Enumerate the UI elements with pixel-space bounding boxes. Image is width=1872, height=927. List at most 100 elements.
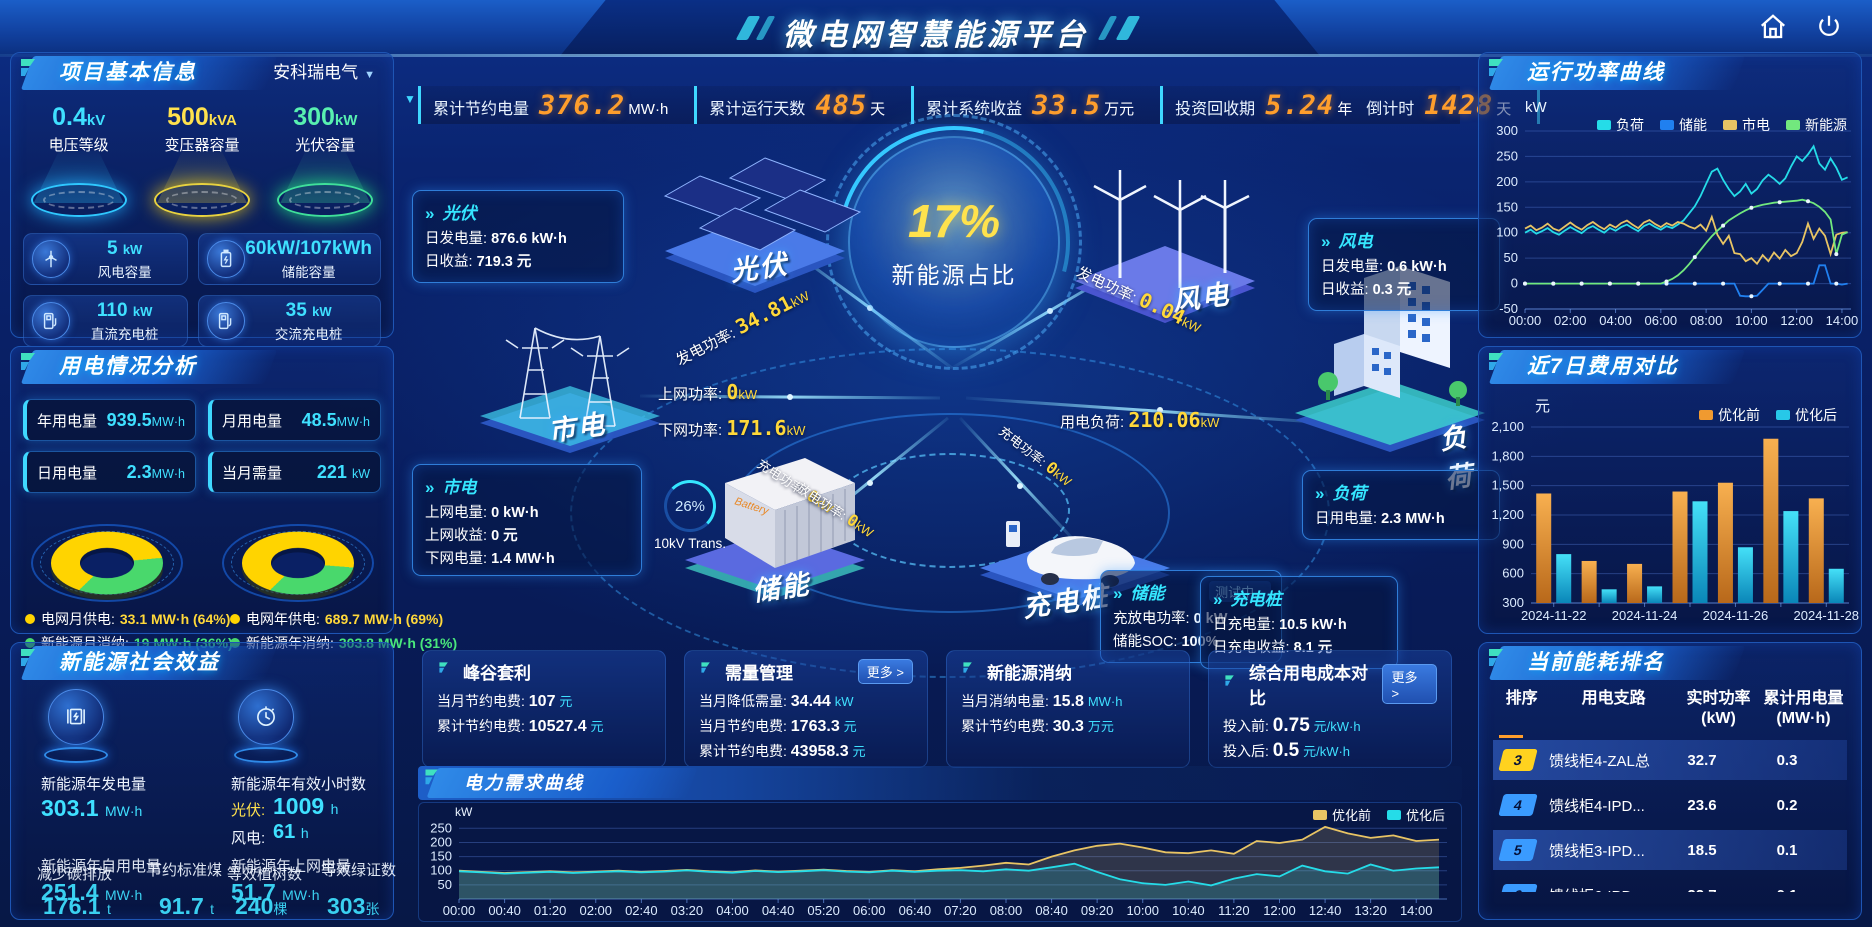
panel-corner-icon — [1485, 349, 1515, 384]
top-header: 微电网智慧能源平台 — [0, 0, 1872, 57]
arrow-icon: » — [1315, 484, 1325, 503]
svg-text:01:20: 01:20 — [534, 903, 567, 918]
pedestal-voltage: 0.4kV 电压等级 — [20, 103, 138, 221]
svg-text:12:00: 12:00 — [1780, 313, 1813, 328]
wind-hours-label: 风电: — [231, 830, 266, 847]
battery-icon — [207, 240, 246, 278]
svg-text:13:20: 13:20 — [1354, 903, 1387, 918]
donut-month-supply — [30, 501, 183, 605]
card-dc-charger: 110 kW 直流充电桩 — [23, 295, 189, 347]
storage-node-art: Battery — [685, 458, 865, 598]
svg-text:02:00: 02:00 — [579, 903, 612, 918]
svg-text:06:40: 06:40 — [899, 903, 932, 918]
svg-text:04:00: 04:00 — [716, 903, 749, 918]
svg-text:50: 50 — [438, 877, 452, 892]
svg-text:04:40: 04:40 — [762, 903, 795, 918]
svg-text:02:40: 02:40 — [625, 903, 658, 918]
svg-text:10:00: 10:00 — [1735, 313, 1768, 328]
svg-text:08:40: 08:40 — [1035, 903, 1068, 918]
svg-text:250: 250 — [430, 820, 452, 835]
svg-text:2024-11-24: 2024-11-24 — [1612, 608, 1678, 623]
svg-text:12:00: 12:00 — [1263, 903, 1296, 918]
svg-text:2024-11-28: 2024-11-28 — [1794, 608, 1859, 623]
pv-hours-value: 1009 h — [273, 793, 339, 819]
node-label-storage: 储能 — [750, 569, 813, 607]
dc-charger-icon — [32, 302, 70, 340]
panel-corner-icon — [1485, 55, 1515, 90]
svg-text:2,100: 2,100 — [1491, 419, 1524, 434]
flow-load: 用电负荷: 210.06kW — [1060, 408, 1220, 432]
panel-energy-ranking: 当前能耗排名 排序 用电支路 实时功率 (kW) 累计用电量 (MW·h) 3 馈线柜… — [1478, 642, 1862, 920]
svg-text:250: 250 — [1496, 148, 1518, 163]
svg-text:00:00: 00:00 — [1509, 313, 1542, 328]
card-corner-icon — [1223, 673, 1241, 696]
svg-text:100: 100 — [430, 863, 452, 878]
collapse-arrow-icon[interactable]: ▼ — [404, 92, 416, 106]
svg-text:08:00: 08:00 — [990, 903, 1023, 918]
panel-title: 项目基本信息 — [59, 61, 197, 84]
card-wind-capacity: 5 kW 风电容量 — [23, 233, 189, 285]
kpi-value: 33.5 — [1032, 89, 1102, 121]
page-title: 微电网智慧能源平台 — [783, 19, 1089, 52]
self-use-label: 新能源年自用电量 — [41, 858, 162, 875]
kpi-value: 5.24 — [1265, 89, 1335, 121]
company-select[interactable]: 安科瑞电气 ▼ — [273, 63, 375, 82]
demand-chart: kW 优化前 优化后 250 200 150 100 50 00:00 00:40 01:20… — [418, 802, 1462, 922]
panel-corner-icon — [17, 55, 47, 90]
panel-title: 运行功率曲线 — [1527, 61, 1665, 84]
kpi-value: 376.2 — [539, 89, 626, 121]
pv-node-art — [663, 157, 862, 293]
svg-text:03:20: 03:20 — [671, 903, 704, 918]
pedestal-pv-capacity: 300kW 光伏容量 — [266, 103, 384, 221]
grid-node-art — [480, 327, 660, 453]
panel-corner-icon — [1485, 645, 1515, 680]
card-corner-icon — [437, 660, 455, 683]
flow-from-grid: 下网功率: 171.6kW — [658, 416, 806, 440]
cost-more-button[interactable]: 更多 > — [1382, 664, 1437, 704]
panel-social-benefits: 新能源社会效益 新能源年发电量 303.1 MW·h 新能源年有效小时数 光伏:… — [10, 642, 396, 920]
panel-usage-analysis: 用电情况分析 年用电量 939.5MW·h 月用电量 48.5MW·h 日用电量 2.… — [10, 346, 457, 651]
fee-legend: 优化前 优化后 — [1699, 405, 1837, 425]
kpi-label: 累计系统收益 — [926, 100, 1023, 118]
card-corner-icon — [961, 660, 979, 683]
panel-title: 当前能耗排名 — [1527, 651, 1665, 674]
svg-text:09:20: 09:20 — [1081, 903, 1114, 918]
infobox-wind: » 风电 日发电量: 0.6 kW·h 日收益: 0.3 元 — [1308, 218, 1500, 311]
demand-y-unit: kW — [455, 805, 473, 819]
svg-text:200: 200 — [430, 834, 452, 849]
svg-text:06:00: 06:00 — [1645, 313, 1678, 328]
svg-text:11:20: 11:20 — [1218, 903, 1250, 918]
demand-chart-title: 电力需求曲线 — [464, 773, 584, 793]
demand-more-button[interactable]: 更多 > — [857, 659, 913, 684]
svg-text:1,200: 1,200 — [1491, 507, 1524, 522]
wind-node-art — [1075, 170, 1255, 323]
demand-legend: 优化前 优化后 — [1312, 805, 1445, 824]
svg-text:08:00: 08:00 — [1690, 313, 1723, 328]
coal-value: 91.7 t — [159, 893, 215, 919]
svg-text:150: 150 — [1496, 199, 1518, 214]
svg-text:-50: -50 — [1499, 301, 1518, 316]
donut-year-supply — [221, 501, 374, 605]
ranking-header: 排序 用电支路 实时功率 (kW) 累计用电量 (MW·h) — [1505, 690, 1844, 727]
home-icon[interactable] — [1758, 12, 1788, 42]
svg-text:05:20: 05:20 — [807, 903, 840, 918]
transformer-gauge: 26% 10kV Trans. — [650, 480, 730, 551]
to-grid-label: 新能源年上网电量 — [231, 858, 352, 875]
node-label-pv: 光伏 — [728, 249, 791, 287]
hours-label: 新能源年有效小时数 — [231, 776, 367, 793]
pedestal-transformer: 500kVA 变压器容量 — [143, 103, 261, 221]
certs-value: 303张 — [327, 893, 380, 919]
panel-corner-icon — [422, 766, 448, 797]
ac-charger-icon — [207, 302, 246, 340]
kpi-unit: MW·h — [628, 100, 669, 118]
chip-day-usage: 日用电量 2.3MW·h — [23, 451, 196, 493]
card-renewable-consumption: 新能源消纳 当月消纳电量: 15.8 MW·h 累计节约电费: 30.3 万元 — [946, 650, 1190, 768]
kpi-label: 投资回收期 — [1175, 100, 1256, 118]
infobox-grid: » 市电 上网电量: 0 kW·h 上网收益: 0 元 下网电量: 1.4 MW·… — [412, 464, 642, 576]
svg-text:1,500: 1,500 — [1491, 478, 1524, 493]
power-icon[interactable] — [1814, 12, 1844, 42]
chip-month-usage: 月用电量 48.5MW·h — [208, 399, 381, 441]
clock-icon — [229, 689, 303, 763]
